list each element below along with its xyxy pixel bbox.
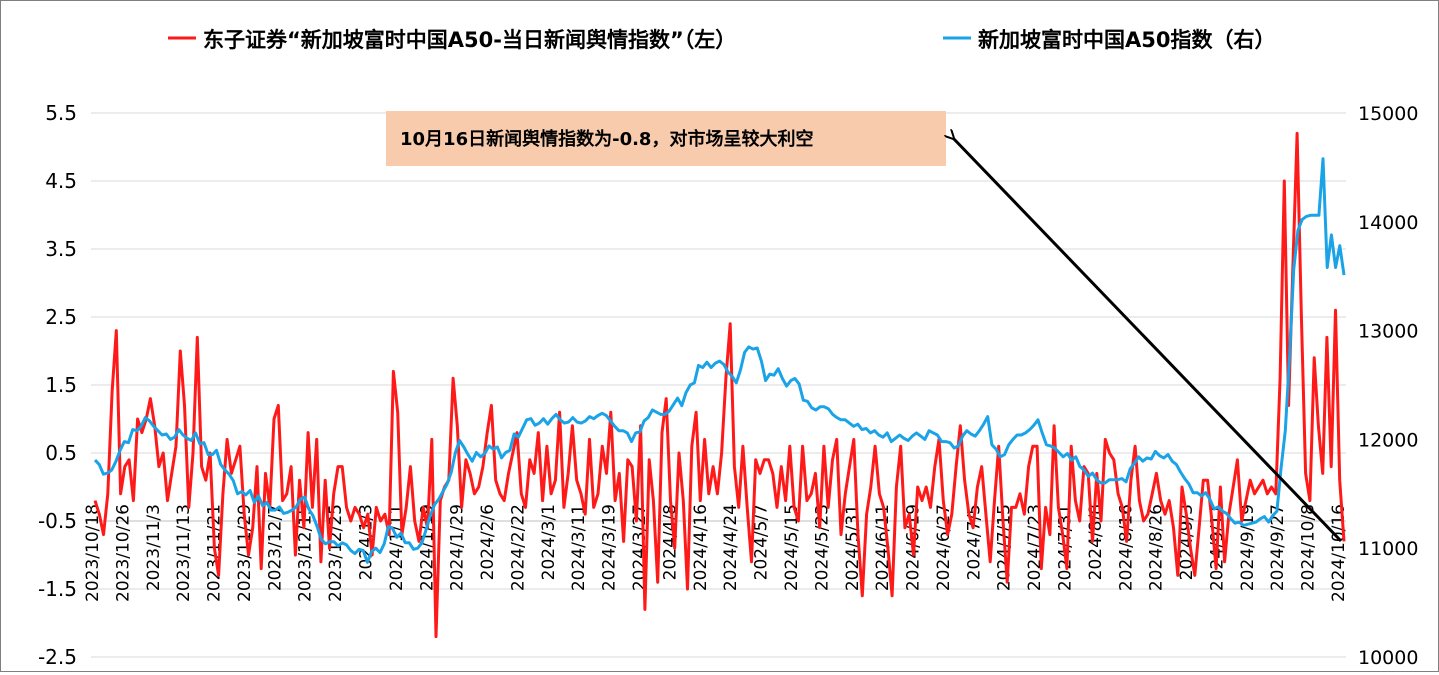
x-tick-label: 2024/2/6: [478, 504, 498, 580]
annotation-box: [386, 111, 946, 166]
x-tick-label: 2023/11/3: [144, 504, 164, 591]
left-tick-label: -1.5: [38, 577, 77, 601]
x-tick-label: 2024/4/16: [691, 504, 711, 591]
left-tick-label: -2.5: [38, 645, 77, 669]
right-y-axis: 15000 14000 13000 12000 11000 10000: [1358, 103, 1418, 669]
x-tick-label: 2023/11/29: [235, 504, 255, 602]
left-tick-label: 0.5: [45, 441, 77, 465]
x-tick-label: 2024/8/16: [1116, 504, 1136, 591]
x-tick-label: 2024/4/24: [721, 504, 741, 591]
x-tick-label: 2024/6/11: [873, 504, 893, 591]
x-tick-label: 2024/5/23: [812, 504, 832, 591]
left-tick-label: -0.5: [38, 509, 77, 533]
x-tick-label: 2024/3/11: [569, 504, 589, 591]
left-y-axis: 5.5 4.5 3.5 2.5 1.5 0.5 -0.5 -1.5 -2.5: [38, 101, 77, 669]
x-tick-label: 2024/5/7: [752, 504, 772, 580]
left-tick-label: 4.5: [45, 169, 77, 193]
x-tick-label: 2024/10/16: [1329, 504, 1349, 602]
left-tick-label: 2.5: [45, 305, 77, 329]
x-tick-label: 2023/11/13: [174, 504, 194, 602]
right-tick-label: 13000: [1358, 321, 1418, 343]
annotation-text: 10月16日新闻舆情指数为-0.8，对市场呈较大利空: [400, 128, 813, 150]
left-tick-label: 1.5: [45, 373, 77, 397]
x-tick-label: 2024/9/27: [1268, 504, 1288, 591]
left-tick-label: 3.5: [45, 237, 77, 261]
right-tick-label: 11000: [1358, 538, 1418, 560]
right-tick-label: 12000: [1358, 429, 1418, 451]
legend-label-sentiment: 东子证券“新加坡富时中国A50-当日新闻舆情指数”（左）: [203, 28, 736, 52]
x-tick-label: 2024/8/26: [1147, 504, 1167, 591]
x-axis: 2023/10/18 2023/10/26 2023/11/3 2023/11/13 2…: [83, 504, 1349, 602]
legend: 东子证券“新加坡富时中国A50-当日新闻舆情指数”（左） 新加坡富时中国A50指…: [168, 28, 1275, 52]
x-tick-label: 2024/1/29: [448, 504, 468, 591]
x-tick-label: 2024/7/5: [964, 504, 984, 580]
x-tick-label: 2023/10/26: [113, 504, 133, 602]
left-tick-label: 5.5: [45, 101, 77, 125]
x-tick-label: 2024/5/15: [782, 504, 802, 591]
x-tick-label: 2023/12/15: [296, 504, 316, 602]
x-tick-label: 2023/10/18: [83, 504, 103, 602]
right-tick-label: 15000: [1358, 103, 1418, 125]
x-tick-label: 2023/12/7: [265, 504, 285, 591]
x-tick-label: 2024/3/19: [600, 504, 620, 591]
x-tick-label: 2024/3/1: [539, 504, 559, 580]
x-tick-label: 2024/10/8: [1299, 504, 1319, 591]
legend-label-index: 新加坡富时中国A50指数（右）: [978, 28, 1275, 52]
x-tick-label: 2024/2/22: [508, 504, 528, 591]
annotation-arrow: [953, 138, 1343, 543]
right-tick-label: 10000: [1358, 647, 1418, 669]
x-tick-label: 2024/8/8: [1086, 504, 1106, 580]
a50-index-line: [93, 157, 1346, 564]
series-layer: [93, 131, 1346, 639]
sentiment-index-line: [93, 131, 1346, 639]
annotation: 10月16日新闻舆情指数为-0.8，对市场呈较大利空: [386, 111, 1343, 543]
right-tick-label: 14000: [1358, 212, 1418, 234]
